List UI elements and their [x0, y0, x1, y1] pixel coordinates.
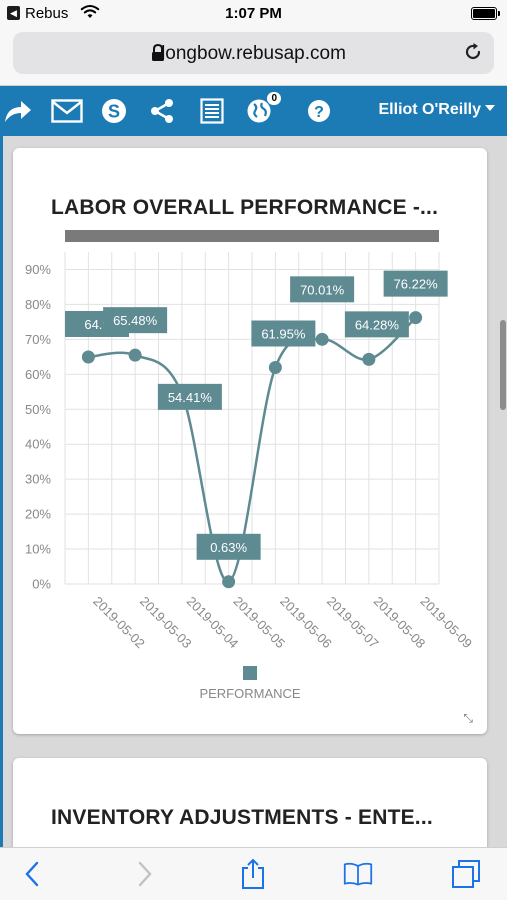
svg-text:S: S	[108, 102, 120, 122]
data-label-box	[157, 383, 222, 410]
data-label: 65.48%	[113, 313, 158, 328]
share-arrow-icon[interactable]	[2, 96, 34, 126]
data-label: 61.95%	[261, 327, 306, 342]
data-point	[315, 332, 329, 346]
app-toolbar: S 0 ? Elliot O'Reilly	[0, 86, 507, 136]
y-tick-label: 0%	[32, 577, 51, 592]
data-point	[81, 350, 95, 364]
data-point	[128, 348, 142, 362]
y-tick-label: 60%	[25, 367, 51, 382]
share-nodes-icon[interactable]	[146, 96, 178, 126]
reload-icon[interactable]	[462, 41, 484, 63]
y-tick-label: 30%	[25, 472, 51, 487]
y-tick-label: 80%	[25, 297, 51, 312]
resize-icon[interactable]: ⤡	[463, 711, 473, 725]
data-point	[268, 361, 282, 375]
url-text: longbow.rebusap.com	[161, 43, 346, 64]
data-label: 70.01%	[300, 282, 345, 297]
data-label-box	[290, 276, 355, 303]
y-tick-label: 20%	[25, 507, 51, 522]
scrollbar[interactable]	[500, 320, 506, 410]
inventory-adjustments-card: INVENTORY ADJUSTMENTS - ENTE...	[13, 758, 487, 847]
wifi-icon	[80, 5, 100, 18]
chart-header-bar	[65, 230, 439, 242]
svg-text:?: ?	[314, 104, 324, 121]
legend-swatch	[243, 666, 257, 680]
globe-icon[interactable]: 0	[243, 92, 281, 126]
data-point	[222, 575, 236, 589]
data-label-box	[344, 311, 409, 338]
user-menu[interactable]: Elliot O'Reilly	[378, 101, 495, 119]
report-icon[interactable]	[196, 96, 228, 126]
share-icon[interactable]	[238, 858, 268, 889]
carrier-label[interactable]: Rebus	[25, 5, 69, 22]
status-bar: ◀ Rebus 1:07 PM	[0, 0, 507, 30]
back-icon[interactable]	[17, 859, 47, 889]
performance-line-chart: 0%10%20%30%40%50%60%70%80%90%2019-05-022…	[25, 252, 475, 701]
forward-icon[interactable]	[130, 859, 160, 889]
data-label: 76.22%	[394, 277, 439, 292]
data-label: 64.28%	[355, 317, 400, 332]
dashboard-content: LABOR OVERALL PERFORMANCE -... 0% 10% 20% 3…	[0, 136, 507, 847]
y-tick-label: 40%	[25, 437, 51, 452]
help-icon[interactable]: ?	[303, 96, 335, 126]
y-tick-label: 50%	[25, 402, 51, 417]
data-label: 54.41%	[168, 390, 213, 405]
data-label: 0.63%	[210, 540, 247, 555]
browser-address-area: longbow.rebusap.com	[0, 30, 507, 86]
notification-badge: 0	[267, 92, 281, 105]
card-title: INVENTORY ADJUSTMENTS - ENTE...	[51, 806, 433, 829]
mail-icon[interactable]	[51, 96, 83, 126]
y-tick-label: 90%	[25, 262, 51, 277]
chevron-down-icon	[485, 105, 495, 111]
data-point	[409, 311, 423, 325]
address-bar[interactable]: longbow.rebusap.com	[13, 32, 494, 74]
user-name: Elliot O'Reilly	[378, 101, 482, 118]
tabs-icon[interactable]	[451, 859, 481, 889]
card-title: LABOR OVERALL PERFORMANCE -...	[51, 196, 439, 219]
y-tick-label: 10%	[25, 542, 51, 557]
battery-icon	[471, 7, 500, 20]
data-label-box	[383, 270, 448, 297]
y-tick-label: 70%	[25, 332, 51, 347]
data-label-box	[251, 320, 316, 347]
skype-icon[interactable]: S	[98, 96, 130, 126]
clock: 1:07 PM	[225, 5, 282, 22]
bookmarks-icon[interactable]	[343, 859, 373, 889]
legend-label: PERFORMANCE	[199, 686, 300, 701]
lock-icon	[152, 44, 164, 61]
labor-performance-card: LABOR OVERALL PERFORMANCE -... 0% 10% 20% 3…	[13, 148, 487, 734]
back-to-app-icon[interactable]: ◀	[7, 6, 20, 20]
data-label-box	[196, 533, 261, 560]
data-point	[362, 352, 376, 366]
data-label-box	[103, 307, 168, 334]
browser-bottom-bar	[0, 847, 507, 900]
